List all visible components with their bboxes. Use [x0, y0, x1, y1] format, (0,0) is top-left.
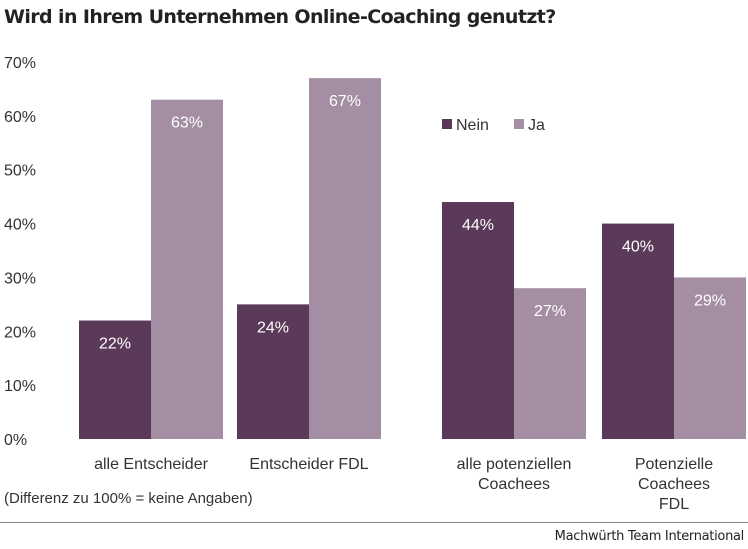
bar-ja-4 [674, 277, 746, 439]
x-category-label: alle potenziellen Coachees [457, 456, 572, 493]
bar-ja-1 [151, 99, 223, 439]
y-tick-label: 30% [4, 270, 36, 287]
chart-title: Wird in Ihrem Unternehmen Online-Coachin… [4, 6, 556, 28]
bars [79, 78, 746, 440]
bar-labels: 22% 24% 44% 40% 63% 67% 27% 29% [99, 93, 726, 352]
divider [0, 522, 748, 523]
x-axis-labels: alle Entscheider Entscheider FDL alle pote… [94, 456, 713, 513]
bar-value-label: 44% [462, 217, 494, 234]
y-axis-ticks: 0% 10% 20% 30% 40% 50% 60% 70% [4, 55, 36, 449]
legend-label-ja: Ja [528, 117, 545, 134]
footnote: (Differenz zu 100% = keine Angaben) [4, 490, 253, 507]
x-category-label: Potenzielle Coachees FDL [635, 456, 713, 513]
bar-value-label: 27% [534, 303, 566, 320]
bar-nein-3 [442, 202, 514, 439]
legend-label-nein: Nein [456, 117, 489, 134]
bar-value-label: 22% [99, 336, 131, 353]
x-category-label: alle Entscheider [94, 456, 209, 473]
bar-value-label: 24% [257, 319, 289, 336]
y-tick-label: 10% [4, 378, 36, 395]
y-tick-label: 20% [4, 324, 36, 341]
legend-swatch-ja [514, 119, 524, 129]
legend: Nein Ja [442, 117, 545, 134]
bar-ja-2 [309, 78, 381, 440]
bar-nein-1 [79, 320, 151, 439]
y-tick-label: 50% [4, 163, 36, 180]
x-category-label: Entscheider FDL [249, 456, 368, 473]
bar-ja-3 [514, 288, 586, 439]
bar-value-label: 63% [171, 115, 203, 132]
source-credit: Machwürth Team International [554, 529, 745, 544]
y-tick-label: 40% [4, 217, 36, 234]
bar-value-label: 67% [329, 93, 361, 110]
bar-nein-4 [602, 223, 674, 439]
y-tick-label: 70% [4, 55, 36, 72]
bar-value-label: 40% [622, 239, 654, 256]
bar-nein-2 [237, 304, 309, 439]
y-tick-label: 0% [4, 432, 27, 449]
bar-value-label: 29% [694, 292, 726, 309]
y-tick-label: 60% [4, 109, 36, 126]
legend-swatch-nein [442, 119, 452, 129]
